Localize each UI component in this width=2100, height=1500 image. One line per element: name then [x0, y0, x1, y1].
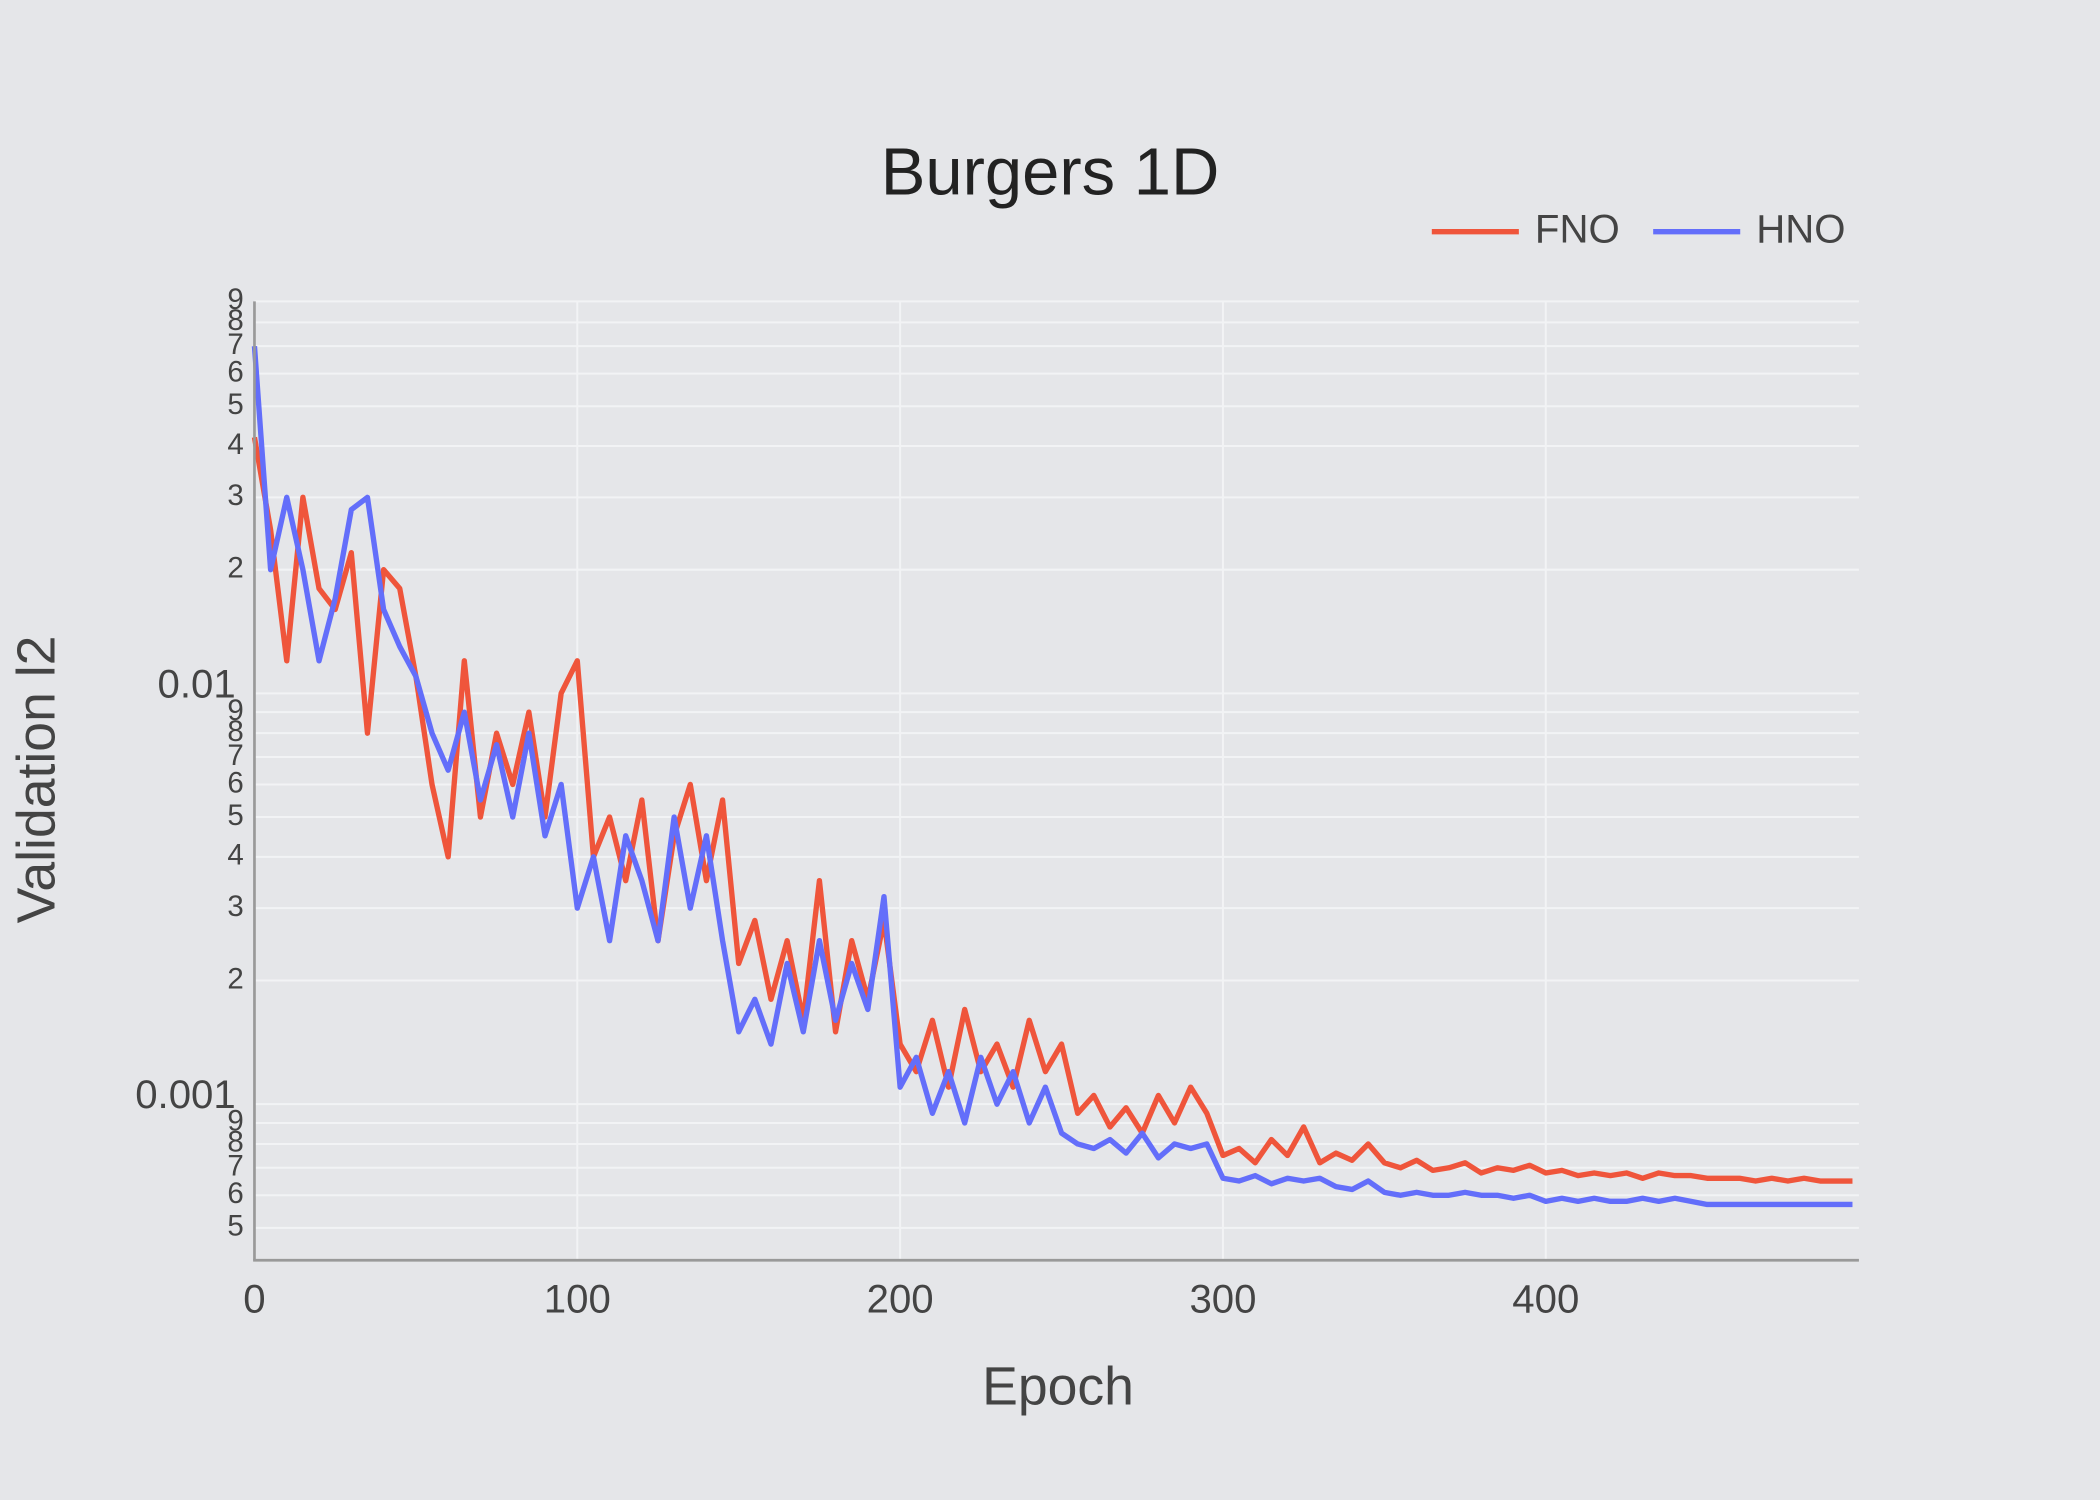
y-tick-label: 5 — [227, 799, 243, 832]
x-tick-label: 400 — [1512, 1276, 1579, 1321]
y-tick-label: 7 — [227, 1150, 243, 1183]
y-tick-label: 0.01 — [158, 661, 236, 706]
y-tick-label: 7 — [227, 328, 243, 361]
y-tick-label: 2 — [227, 962, 243, 995]
y-axis-title: Validation l2 — [7, 636, 66, 924]
y-tick-label: 6 — [227, 355, 243, 388]
y-tick-label: 4 — [227, 839, 243, 872]
y-tick-label: 7 — [227, 739, 243, 772]
y-tick-label: 8 — [227, 1126, 243, 1159]
y-tick-label: 5 — [227, 1210, 243, 1243]
y-tick-label: 6 — [227, 766, 243, 799]
y-tick-label: 5 — [227, 388, 243, 421]
series-line — [251, 436, 1853, 1184]
y-tick-label: 4 — [227, 428, 243, 461]
y-tick-label: 3 — [227, 890, 243, 923]
legend-label: HNO — [1756, 206, 1845, 251]
y-tick-label: 3 — [227, 479, 243, 512]
y-tick-label: 9 — [227, 694, 243, 727]
series-line — [251, 345, 1853, 1208]
legend: FNO HNO — [1431, 206, 1846, 251]
chart-title: Burgers 1D — [881, 134, 1220, 209]
legend-item: FNO — [1431, 206, 1620, 251]
x-tick-label: 300 — [1189, 1276, 1256, 1321]
x-axis-title: Epoch — [982, 1357, 1134, 1416]
y-tick-label: 8 — [227, 715, 243, 748]
x-tick-label: 0 — [243, 1276, 265, 1321]
x-tick-label: 200 — [867, 1276, 934, 1321]
grid — [253, 300, 1859, 1259]
legend-item: HNO — [1653, 206, 1846, 251]
y-tick-label: 2 — [227, 551, 243, 584]
y-tick-label: 0.001 — [135, 1072, 235, 1117]
y-tick-label: 9 — [227, 283, 243, 316]
y-tick-label: 9 — [227, 1105, 243, 1138]
y-tick-label: 6 — [227, 1177, 243, 1210]
y-tick-label: 8 — [227, 304, 243, 337]
legend-label: FNO — [1535, 206, 1620, 251]
x-tick-label: 100 — [544, 1276, 611, 1321]
plot-lines — [251, 345, 1853, 1208]
